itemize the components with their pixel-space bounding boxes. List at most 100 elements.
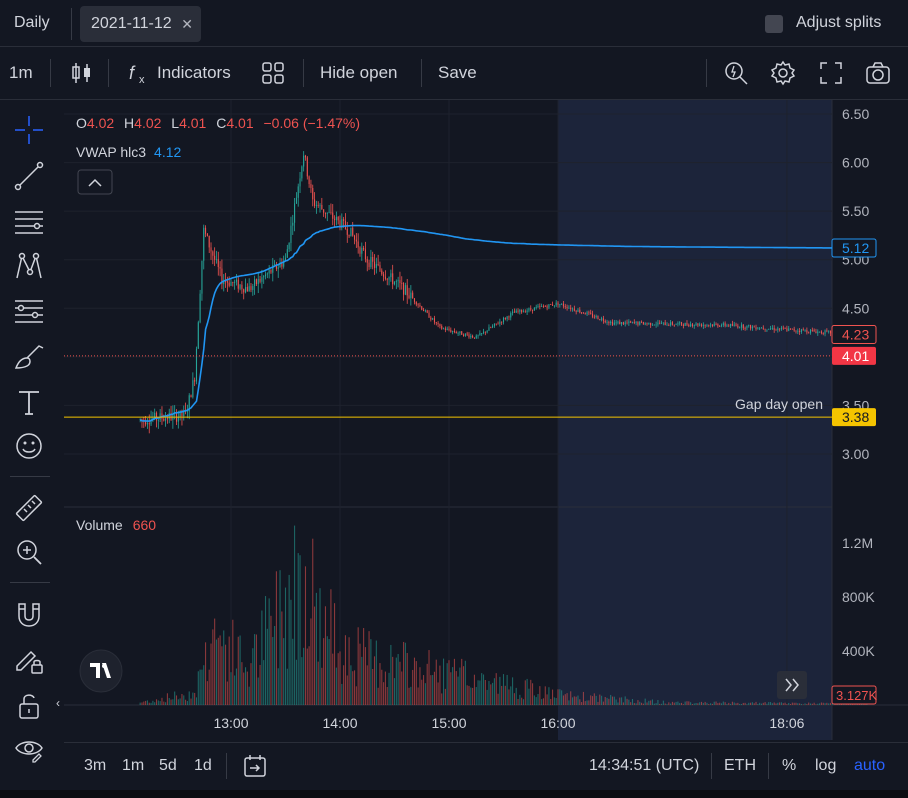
- collapse-toolbar-icon[interactable]: ‹: [56, 696, 60, 710]
- candle-body: [561, 303, 563, 305]
- volume-bar: [366, 665, 368, 705]
- volume-bar: [266, 628, 268, 705]
- volume-bar: [159, 701, 161, 705]
- auto-scale-button[interactable]: auto: [854, 757, 886, 774]
- unlock-icon[interactable]: [13, 690, 45, 722]
- collapse-legend-button[interactable]: [77, 169, 113, 195]
- volume-bar: [508, 689, 510, 705]
- candle-body: [272, 264, 274, 273]
- time-axis[interactable]: 13:00 14:00 15:00 16:00 18:06: [213, 715, 804, 731]
- quick-search-icon[interactable]: [722, 59, 750, 87]
- eye-icon[interactable]: [13, 734, 45, 766]
- candle-body: [343, 219, 345, 221]
- candle-body: [597, 315, 599, 320]
- candle-body: [820, 331, 822, 334]
- chart-area[interactable]: Gap day open 6.50 6.00 5.50 5.00 4.50 3.50 3.0…: [64, 100, 908, 740]
- candle-body: [488, 327, 490, 331]
- range-1d-button[interactable]: 1d: [194, 757, 212, 774]
- candle-body: [557, 302, 559, 305]
- candle-body: [197, 322, 199, 349]
- ruler-icon[interactable]: [13, 492, 45, 524]
- candles-icon[interactable]: [68, 59, 96, 87]
- volume-bar: [735, 703, 737, 705]
- candle-body: [591, 313, 594, 317]
- volume-bar: [635, 703, 637, 705]
- candle-body: [444, 328, 446, 330]
- candle-body: [559, 304, 561, 306]
- candle-body: [319, 205, 321, 206]
- volume-bar: [510, 686, 512, 705]
- price-tick-label: 6.50: [842, 106, 869, 122]
- volume-bar: [613, 696, 615, 705]
- brush-icon[interactable]: [13, 340, 45, 372]
- scroll-to-realtime-button[interactable]: [777, 671, 807, 699]
- price-tick-label: 4.50: [842, 300, 869, 316]
- candle-body: [323, 209, 325, 213]
- price-chart[interactable]: Gap day open 6.506.005.505.004.503.503.0…: [64, 100, 908, 740]
- candle-body: [326, 212, 328, 214]
- timeframe-button[interactable]: 1m: [9, 63, 33, 82]
- indicators-icon[interactable]: f x: [125, 59, 153, 87]
- volume-legend: Volume 660: [76, 517, 156, 533]
- text-tool-icon[interactable]: [13, 386, 45, 418]
- crosshair-icon[interactable]: [13, 114, 45, 146]
- volume-bar: [375, 640, 377, 705]
- indicators-button[interactable]: Indicators: [157, 63, 231, 82]
- candle-body: [502, 317, 505, 323]
- emoji-icon[interactable]: [13, 430, 45, 462]
- session-eth-button[interactable]: ETH: [724, 757, 756, 774]
- pattern-icon[interactable]: [13, 250, 45, 282]
- candle-body: [753, 326, 755, 328]
- percent-scale-button[interactable]: %: [782, 757, 797, 774]
- horizontal-lines-icon[interactable]: [13, 206, 45, 238]
- lock-drawings-icon[interactable]: [13, 644, 45, 676]
- volume-bar: [677, 701, 679, 705]
- fib-retracement-icon[interactable]: [13, 296, 45, 328]
- bottom-bar: 3m 1m 5d 1d 14:34:51 (UTC) ETH % log aut…: [64, 742, 908, 790]
- candle-body: [628, 321, 630, 323]
- time-tick-label: 13:00: [213, 715, 248, 731]
- volume-axis[interactable]: 1.2M 800K 400K: [842, 535, 875, 659]
- candle-body: [544, 306, 546, 308]
- date-tab[interactable]: 2021-11-12 ✕: [80, 6, 201, 42]
- tradingview-logo[interactable]: [79, 649, 123, 693]
- hide-open-button[interactable]: Hide open: [320, 63, 398, 82]
- volume-bar: [586, 700, 588, 705]
- candle-body: [795, 330, 797, 332]
- candle-body: [392, 273, 394, 285]
- last-price-badge: 4.01: [832, 346, 876, 365]
- adjust-splits-checkbox[interactable]: [765, 15, 783, 33]
- volume-bar: [443, 658, 445, 705]
- candle-body: [688, 324, 690, 327]
- settings-gear-icon[interactable]: [769, 59, 797, 87]
- fullscreen-icon[interactable]: [817, 59, 845, 87]
- camera-icon[interactable]: [864, 59, 892, 87]
- volume-bar: [324, 606, 327, 705]
- close-icon[interactable]: ✕: [181, 16, 193, 32]
- log-scale-button[interactable]: log: [815, 757, 837, 774]
- zoom-in-icon[interactable]: [13, 536, 45, 568]
- range-1m-button[interactable]: 1m: [122, 757, 145, 774]
- layout-grid-icon[interactable]: [259, 59, 287, 87]
- volume-bar: [328, 639, 330, 705]
- volume-bar: [819, 703, 821, 705]
- magnet-icon[interactable]: [13, 598, 45, 630]
- range-3m-button[interactable]: 3m: [84, 757, 107, 774]
- candle-body: [214, 255, 216, 260]
- adjust-splits-label[interactable]: Adjust splits: [796, 14, 882, 31]
- candle-body: [590, 312, 592, 314]
- candle-body: [390, 273, 392, 278]
- candle-body: [737, 325, 739, 328]
- volume-bar: [141, 702, 143, 705]
- calendar-goto-icon[interactable]: [242, 753, 268, 779]
- candle-body: [386, 278, 388, 280]
- volume-bar: [410, 686, 412, 705]
- clock-timezone[interactable]: 14:34:51 (UTC): [589, 757, 700, 774]
- range-5d-button[interactable]: 5d: [159, 757, 177, 774]
- candle-body: [631, 321, 634, 323]
- interval-label[interactable]: Daily: [14, 14, 50, 31]
- volume-bar: [804, 703, 806, 705]
- volume-bar: [808, 702, 810, 705]
- save-button[interactable]: Save: [438, 63, 477, 82]
- trend-line-icon[interactable]: [13, 160, 45, 192]
